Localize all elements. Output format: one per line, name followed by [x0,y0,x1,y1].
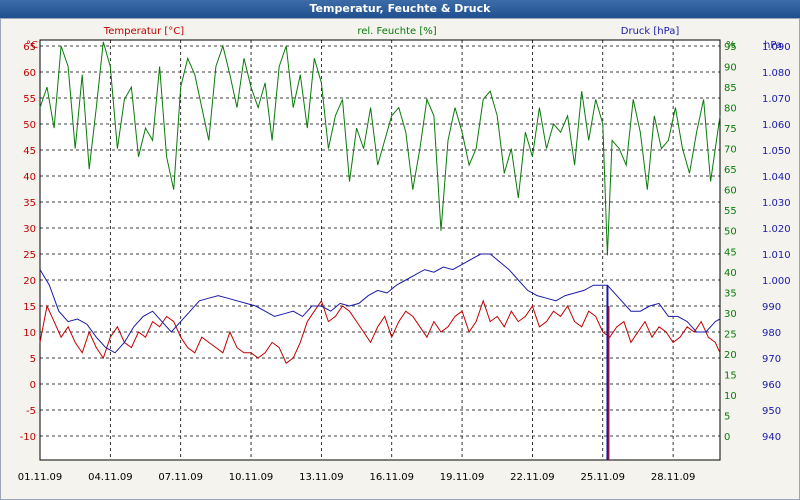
mid-tick-label: 45 [724,247,737,258]
legend-humidity: rel. Feuchte [%] [357,26,436,37]
left-tick-label: 50 [23,120,36,131]
mid-tick-label: 15 [724,370,737,381]
mid-tick-label: 35 [724,288,737,299]
mid-tick-label: 70 [724,145,737,156]
left-tick-label: 45 [23,146,36,157]
mid-tick-label: 65 [724,165,737,176]
legend-pressure: Druck [hPa] [621,26,680,37]
mid-tick-label: 5 [724,411,730,422]
left-axis-unit: °C [26,40,38,51]
mid-tick-label: 75 [724,124,737,135]
right-tick-label: 990 [762,302,781,313]
left-tick-label: -5 [26,406,36,417]
mid-tick-label: 0 [724,432,730,443]
x-tick-label: 25.11.09 [580,472,625,483]
x-tick-label: 16.11.09 [369,472,414,483]
left-tick-label: 25 [23,250,36,261]
left-tick-label: 65 [23,42,36,53]
right-tick-label: 1.040 [762,172,791,183]
left-tick-label: 20 [23,276,36,287]
right-tick-label: 1.060 [762,120,791,131]
left-tick-label: 10 [23,328,36,339]
plot-area [39,39,721,461]
left-tick-label: 0 [30,380,36,391]
humidity-line [39,41,721,256]
mid-axis-unit: % [726,40,736,51]
left-tick-label: -10 [20,432,36,443]
mid-tick-label: 20 [724,350,737,361]
left-tick-label: 35 [23,198,36,209]
mid-tick-label: 10 [724,391,737,402]
left-tick-label: 15 [23,302,36,313]
right-tick-label: 940 [762,432,781,443]
x-tick-label: 01.11.09 [18,472,63,483]
right-tick-label: 1.080 [762,68,791,79]
window-title: Temperatur, Feuchte & Druck [0,0,800,18]
right-axis-unit: hPa [764,40,782,51]
left-tick-label: 5 [30,354,36,365]
x-tick-label: 13.11.09 [299,472,344,483]
mid-tick-label: 95 [724,42,737,53]
left-tick-label: 55 [23,94,36,105]
left-tick-label: 40 [23,172,36,183]
left-tick-label: 60 [23,68,36,79]
right-tick-label: 980 [762,328,781,339]
right-tick-label: 950 [762,406,781,417]
mid-tick-label: 25 [724,329,737,340]
right-tick-label: 970 [762,354,781,365]
right-tick-label: 1.020 [762,224,791,235]
x-tick-label: 22.11.09 [510,472,555,483]
x-tick-label: 28.11.09 [651,472,696,483]
mid-tick-label: 50 [724,227,737,238]
legend-temp: Temperatur [°C] [103,26,184,37]
right-tick-label: 1.010 [762,250,791,261]
right-tick-label: 960 [762,380,781,391]
mid-tick-label: 80 [724,104,737,115]
right-tick-label: 1.090 [762,42,791,53]
x-tick-label: 19.11.09 [440,472,485,483]
mid-tick-label: 40 [724,268,737,279]
mid-tick-label: 90 [724,63,737,74]
right-tick-label: 1.030 [762,198,791,209]
x-tick-label: 07.11.09 [158,472,203,483]
right-tick-label: 1.050 [762,146,791,157]
right-tick-label: 1.000 [762,276,791,287]
x-tick-label: 10.11.09 [229,472,274,483]
mid-tick-label: 60 [724,186,737,197]
pressure-line [39,253,721,354]
right-tick-label: 1.070 [762,94,791,105]
left-tick-label: 30 [23,224,36,235]
mid-tick-label: 55 [724,206,737,217]
mid-tick-label: 85 [724,83,737,94]
x-tick-label: 04.11.09 [88,472,133,483]
mid-tick-label: 30 [724,309,737,320]
